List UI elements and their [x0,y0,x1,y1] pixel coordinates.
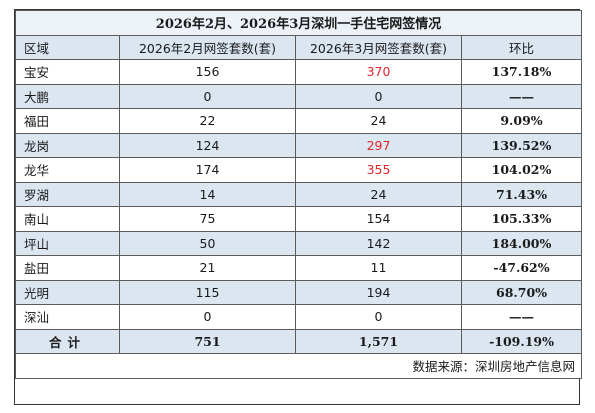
total-row: 合计 751 1,571 -109.19% [15,328,583,354]
feb-cell: 0 [119,83,296,109]
table-row: 南山 75 154 105.33% [15,206,583,232]
table-row: 龙岗 124 297 139.52% [15,132,583,158]
feb-cell: 21 [119,255,296,281]
housing-sales-table: 2026年2月、2026年3月深圳一手住宅网签情况 区域 2026年2月网签套数… [14,10,583,379]
mar-cell: 0 [295,304,462,330]
header-ratio: 环比 [460,34,583,60]
region-cell: 深汕 [15,304,120,330]
region-cell: 福田 [15,108,120,134]
total-ratio: -109.19% [460,328,583,354]
ratio-cell: 9.09% [460,108,583,134]
ratio-cell: 184.00% [460,230,583,256]
region-cell: 盐田 [15,255,120,281]
ratio-cell: 139.52% [460,132,583,158]
ratio-cell: -47.62% [460,255,583,281]
table-title: 2026年2月、2026年3月深圳一手住宅网签情况 [14,10,583,36]
data-source-note: 数据来源：深圳房地产信息网 [14,353,583,379]
feb-cell: 14 [119,181,296,207]
ratio-cell: 68.70% [460,279,583,305]
mar-cell: 154 [295,206,462,232]
ratio-cell: 137.18% [460,59,583,85]
ratio-cell: —— [460,304,583,330]
total-mar: 1,571 [295,328,462,354]
ratio-cell: 71.43% [460,181,583,207]
mar-cell: 297 [295,132,462,158]
table-row: 盐田 21 11 -47.62% [15,255,583,281]
housing-table-frame: 2026年2月、2026年3月深圳一手住宅网签情况 区域 2026年2月网签套数… [14,9,583,405]
feb-cell: 115 [119,279,296,305]
table-row: 罗湖 14 24 71.43% [15,181,583,207]
table-row: 福田 22 24 9.09% [15,108,583,134]
mar-cell: 11 [295,255,462,281]
table-row: 宝安 156 370 137.18% [15,59,583,85]
feb-cell: 0 [119,304,296,330]
table-row: 光明 115 194 68.70% [15,279,583,305]
total-feb: 751 [119,328,296,354]
header-region: 区域 [15,34,120,60]
region-cell: 宝安 [15,59,120,85]
header-feb: 2026年2月网签套数(套) [119,34,296,60]
feb-cell: 50 [119,230,296,256]
region-cell: 光明 [15,279,120,305]
mar-cell: 24 [295,108,462,134]
table-row: 深汕 0 0 —— [15,304,583,330]
source-row: 数据来源：深圳房地产信息网 [14,353,583,379]
ratio-cell: 105.33% [460,206,583,232]
ratio-cell: 104.02% [460,157,583,183]
feb-cell: 174 [119,157,296,183]
feb-cell: 156 [119,59,296,85]
total-label: 合计 [15,328,120,354]
table-row: 坪山 50 142 184.00% [15,230,583,256]
feb-cell: 22 [119,108,296,134]
mar-cell: 355 [295,157,462,183]
table-row: 大鹏 0 0 —— [15,83,583,109]
region-cell: 南山 [15,206,120,232]
mar-cell: 24 [295,181,462,207]
region-cell: 大鹏 [15,83,120,109]
region-cell: 罗湖 [15,181,120,207]
table-row: 龙华 174 355 104.02% [15,157,583,183]
region-cell: 龙华 [15,157,120,183]
table-title-row: 2026年2月、2026年3月深圳一手住宅网签情况 [14,10,583,36]
mar-cell: 0 [295,83,462,109]
region-cell: 龙岗 [15,132,120,158]
mar-cell: 370 [295,59,462,85]
region-cell: 坪山 [15,230,120,256]
header-row: 区域 2026年2月网签套数(套) 2026年3月网签套数(套) 环比 [15,34,583,60]
ratio-cell: —— [460,83,583,109]
header-mar: 2026年3月网签套数(套) [295,34,462,60]
feb-cell: 75 [119,206,296,232]
mar-cell: 142 [295,230,462,256]
mar-cell: 194 [295,279,462,305]
feb-cell: 124 [119,132,296,158]
